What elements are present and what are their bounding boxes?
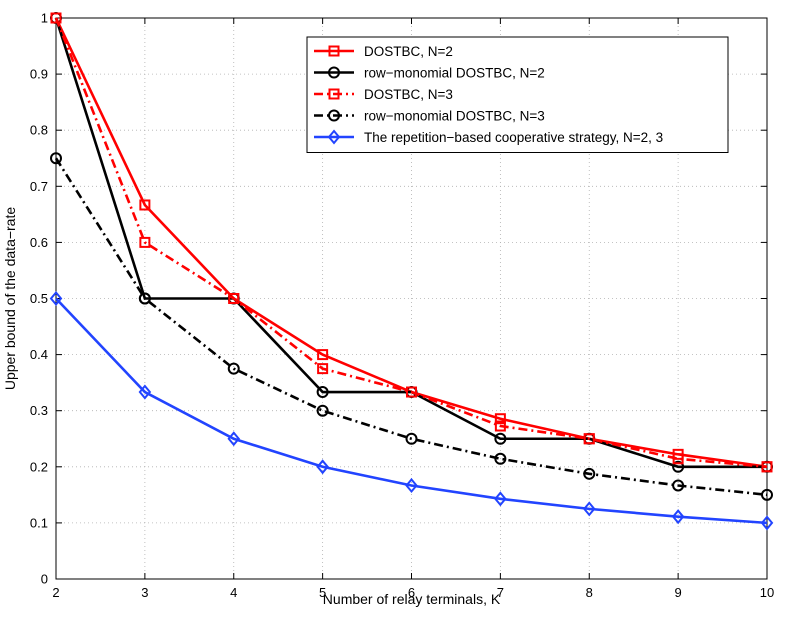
series-3 [50, 12, 773, 473]
data-point [406, 386, 417, 398]
legend-item: row−monomial DOSTBC, N=2 [314, 66, 545, 81]
data-point [494, 491, 507, 507]
data-point [316, 404, 329, 417]
legend-label: row−monomial DOSTBC, N=3 [364, 109, 545, 124]
data-point [672, 460, 685, 473]
x-tick-label: 2 [52, 585, 59, 600]
y-tick-label: 0 [41, 572, 48, 587]
series-line [54, 17, 768, 469]
x-tick-label: 7 [497, 585, 504, 600]
data-point [316, 459, 329, 475]
data-point [582, 501, 596, 517]
data-point [494, 413, 506, 425]
data-point [49, 290, 63, 307]
legend-marker [328, 45, 340, 57]
data-point [583, 433, 595, 445]
legend-label: DOSTBC, N=2 [364, 44, 453, 59]
y-tick-label: 0.4 [30, 347, 48, 362]
legend-box [306, 36, 729, 153]
legend-label: row−monomial DOSTBC, N=2 [364, 66, 545, 81]
y-tick-label: 1 [41, 11, 48, 26]
x-axis-label: Number of relay terminals, K [323, 591, 501, 607]
data-point [317, 349, 329, 361]
series-line [55, 297, 768, 525]
data-point [494, 452, 507, 465]
series-line [54, 157, 768, 497]
data-point [138, 384, 152, 400]
legend-item: The repetition−based cooperative strateg… [314, 129, 663, 145]
data-point [761, 488, 773, 501]
y-tick-label: 0.9 [30, 67, 48, 82]
y-tick-label: 0.5 [30, 291, 48, 306]
data-point [405, 432, 418, 445]
data-point [672, 479, 685, 492]
data-point [138, 292, 151, 305]
x-tick-label: 3 [141, 585, 148, 600]
data-point [316, 386, 329, 399]
legend-marker [328, 66, 340, 79]
x-tick-label: 6 [408, 585, 415, 600]
y-tick-label: 0.2 [30, 459, 48, 474]
data-point [139, 236, 151, 248]
legend-marker [327, 129, 341, 145]
x-tick-label: 5 [319, 585, 326, 600]
axis-ticks: 2 3 4 5 6 7 8 9 10 0 0.1 0.2 0.3 0.4 0.5 0.6 0.7 0.8 0.9 1 [30, 11, 774, 601]
legend-item: row−monomial DOSTBC, N=3 [314, 109, 545, 124]
data-point [228, 293, 240, 304]
data-point [227, 431, 241, 447]
y-axis-label: Upper bound of the data−rate [2, 207, 18, 391]
x-tick-label: 10 [760, 585, 774, 600]
data-point [671, 509, 685, 525]
data-point [760, 515, 774, 531]
data-point [761, 461, 773, 473]
data-point [50, 12, 62, 24]
data-point [139, 199, 151, 211]
data-point [50, 152, 62, 165]
data-point [317, 363, 329, 375]
y-tick-label: 0.3 [30, 403, 48, 418]
legend-marker [328, 109, 340, 122]
y-tick-label: 0.6 [30, 235, 48, 250]
legend-marker [328, 88, 340, 100]
x-tick-label: 4 [230, 585, 237, 600]
legend-item: DOSTBC, N=2 [314, 44, 453, 59]
y-tick-label: 0.7 [30, 179, 48, 194]
data-point [672, 453, 684, 465]
legend-item: DOSTBC, N=3 [314, 87, 453, 102]
data-point [494, 420, 506, 432]
series-layer [49, 12, 774, 531]
legend-label: The repetition−based cooperative strateg… [364, 130, 663, 145]
x-tick-label: 8 [586, 585, 593, 600]
series-4 [50, 152, 773, 501]
data-point [583, 467, 596, 480]
data-point [405, 477, 418, 494]
series-5 [49, 290, 774, 531]
x-tick-label: 9 [675, 585, 682, 600]
y-tick-label: 0.8 [30, 123, 48, 138]
y-tick-label: 0.1 [30, 515, 48, 530]
data-point [227, 362, 240, 375]
data-point [494, 432, 507, 445]
legend: DOSTBC, N=2 row−monomial DOSTBC, N=2 DOSTB… [306, 36, 729, 153]
legend-label: DOSTBC, N=3 [364, 87, 453, 102]
